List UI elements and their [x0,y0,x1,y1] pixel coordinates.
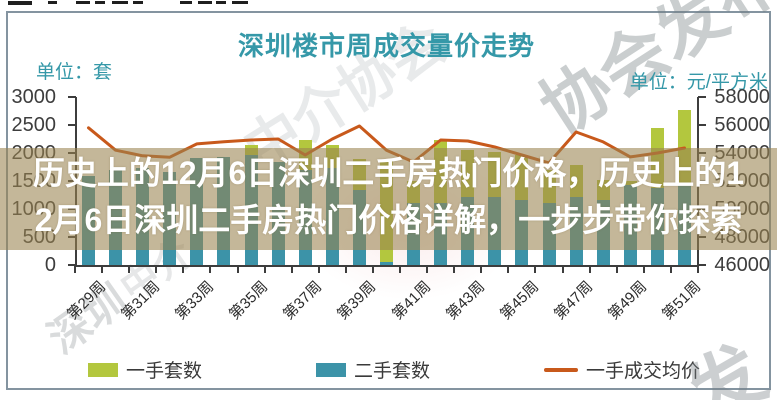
right-tick-label: 56000 [714,114,770,136]
bottom-tickmark [697,265,699,273]
legend: 一手套数 二手套数 一手成交均价 [88,356,700,383]
right-tick-label: 58000 [714,86,770,108]
legend-label: 一手成交均价 [585,361,700,382]
cropped-text-fragment [48,1,57,4]
right-tickmark [698,96,706,98]
bottom-tickmark [480,265,483,273]
legend-label: 一手套数 [126,361,203,382]
bottom-tickmark [669,265,672,273]
left-tickmark [68,96,76,98]
bottom-tickmark [399,265,402,273]
bottom-tickmark [74,265,76,273]
legend-item-avg-price: 一手成交均价 [543,356,700,383]
banner-overlay [0,148,777,250]
chart-title: 深圳楼市周成交量价走势 [237,31,535,61]
cropped-text-fragment [95,1,105,4]
bottom-tickmark [182,265,185,273]
legend-item-secondhand-homes: 二手套数 [315,356,430,383]
bottom-tickmark [534,265,537,273]
cropped-text-fragment [76,1,90,4]
right-tick-label: 46000 [714,254,770,276]
bar-secondhand-homes [380,261,393,265]
right-tickmark [698,264,706,266]
bottom-tickmark [290,265,293,273]
left-tick-label: 2500 [11,114,57,136]
bottom-tickmark [317,265,320,273]
secondhand-homes-swatch-icon [315,362,346,377]
legend-item-new-homes: 一手套数 [88,356,202,383]
banner-text: 历史上的12月6日深圳二手房热门价格，历史上的1 2月6日深圳二手房热门价格详解… [0,150,777,244]
bottom-tickmark [588,265,591,273]
new-homes-swatch-icon [88,362,118,377]
bottom-tickmark [209,265,212,273]
bottom-tickmark [426,265,429,273]
bottom-tickmark [263,265,266,273]
left-tickmark [68,124,76,126]
banner-line-1: 历史上的12月6日深圳二手房热门价格，历史上的1 [32,155,745,191]
bottom-tickmark [344,265,347,273]
right-tickmark [698,124,706,126]
cropped-text-fragment [198,1,212,4]
bottom-tickmark [155,265,158,273]
bottom-tickmark [615,265,618,273]
bottom-tickmark [642,265,645,273]
bottom-tickmark [101,265,104,273]
cropped-text-fragment [133,1,143,4]
bottom-tickmark [128,265,131,273]
left-tick-label: 0 [44,254,56,276]
bottom-tickmark [371,265,374,273]
bottom-tickmark [561,265,564,273]
left-axis-unit-label: 单位：套 [36,62,113,83]
bottom-tickmark [236,265,239,273]
bottom-tickmark [507,265,510,273]
cropped-text-fragment [8,1,32,5]
banner-line-2: 2月6日深圳二手房热门价格详解，一步步带你探索 [34,202,743,238]
cropped-text-fragment [232,1,248,4]
right-axis-unit-label: 单位：元/平方米 [629,72,768,93]
bottom-tickmark [453,265,456,273]
left-tickmark [68,264,76,266]
avg-price-line-swatch-icon [543,367,578,372]
left-tick-label: 3000 [11,86,57,108]
legend-label: 二手套数 [353,361,430,382]
cropped-text-fragment [112,1,128,4]
bottom-axis-line [75,265,699,267]
cropped-text-fragment [180,1,192,4]
cropped-text-fragment [216,1,226,4]
